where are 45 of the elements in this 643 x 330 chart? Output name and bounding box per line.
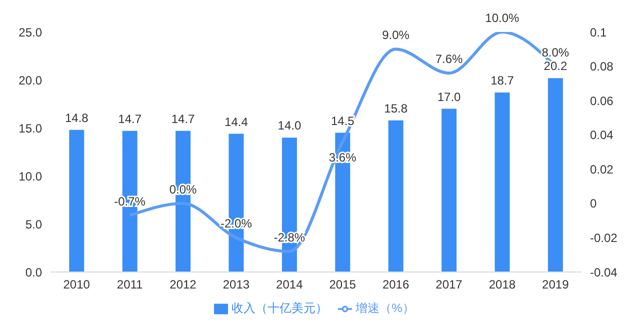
legend-label: 增速（%） [356,301,414,315]
x-tick-label: 2018 [488,278,516,292]
y2-tick-label: 0.04 [590,128,614,142]
bar [388,120,404,272]
x-tick-label: 2013 [222,278,250,292]
bar [442,108,457,272]
bar [494,92,510,272]
y2-tick-label: 0.06 [590,94,614,108]
x-tick-label: 2019 [542,278,570,292]
data-label: 8.0% [542,45,570,60]
x-tick-label: 2014 [276,278,304,292]
data-label: 14.4 [224,114,248,129]
y-tick-label: 0.0 [25,265,42,280]
y-tick-label: 25.0 [18,25,42,40]
y2-tick-label: 0.02 [590,162,614,176]
y-tick-label: 15.0 [18,121,42,136]
x-tick-label: 2010 [63,278,90,292]
bar [69,130,84,272]
data-label: 7.6% [435,52,463,66]
data-label: 10.0% [485,11,520,25]
x-tick-label: 2012 [170,278,197,292]
legend-label: 收入（十亿美元） [232,301,328,315]
data-label: 15.8 [384,101,408,116]
data-label: 17.0 [437,90,462,104]
data-label: 14.7 [171,112,196,126]
data-label: 14.8 [64,110,89,125]
x-tick-label: 2017 [436,278,463,292]
y2-tick-label: 0.08 [590,60,614,74]
y-tick-label: 5.0 [25,217,42,232]
data-label: 14.7 [118,112,142,126]
x-tick-label: 2011 [116,278,144,292]
data-label: 9.0% [382,28,410,42]
y2-tick-label: 0 [590,196,597,211]
y-tick-label: 20.0 [18,73,42,88]
data-label: 18.7 [490,73,514,88]
y2-tick-label: 0.1 [590,25,608,40]
x-tick-label: 2016 [382,278,410,292]
data-label: 20.2 [544,59,568,74]
x-tick-label: 2015 [329,278,356,292]
y2-tick-label: -0.04 [590,265,618,280]
y2-tick-label: -0.02 [590,230,618,245]
y-tick-label: 10.0 [18,169,42,184]
bar [548,78,563,272]
data-label: -2.0% [220,216,252,231]
data-label: 14.0 [278,118,302,133]
